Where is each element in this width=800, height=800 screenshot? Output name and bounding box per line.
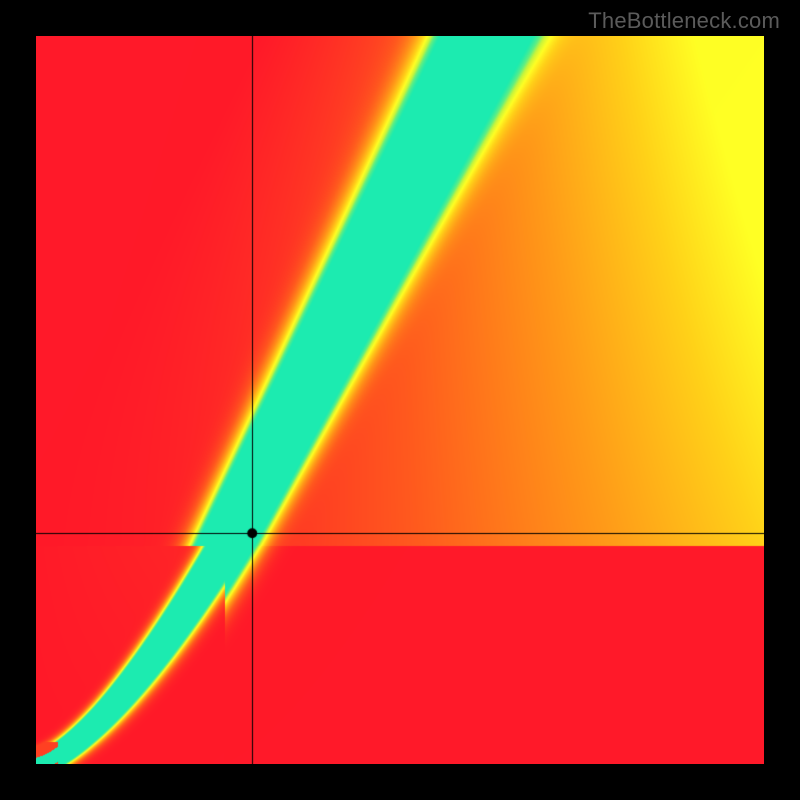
watermark-text: TheBottleneck.com xyxy=(588,8,780,34)
heatmap-plot xyxy=(36,36,764,764)
figure: TheBottleneck.com xyxy=(0,0,800,800)
